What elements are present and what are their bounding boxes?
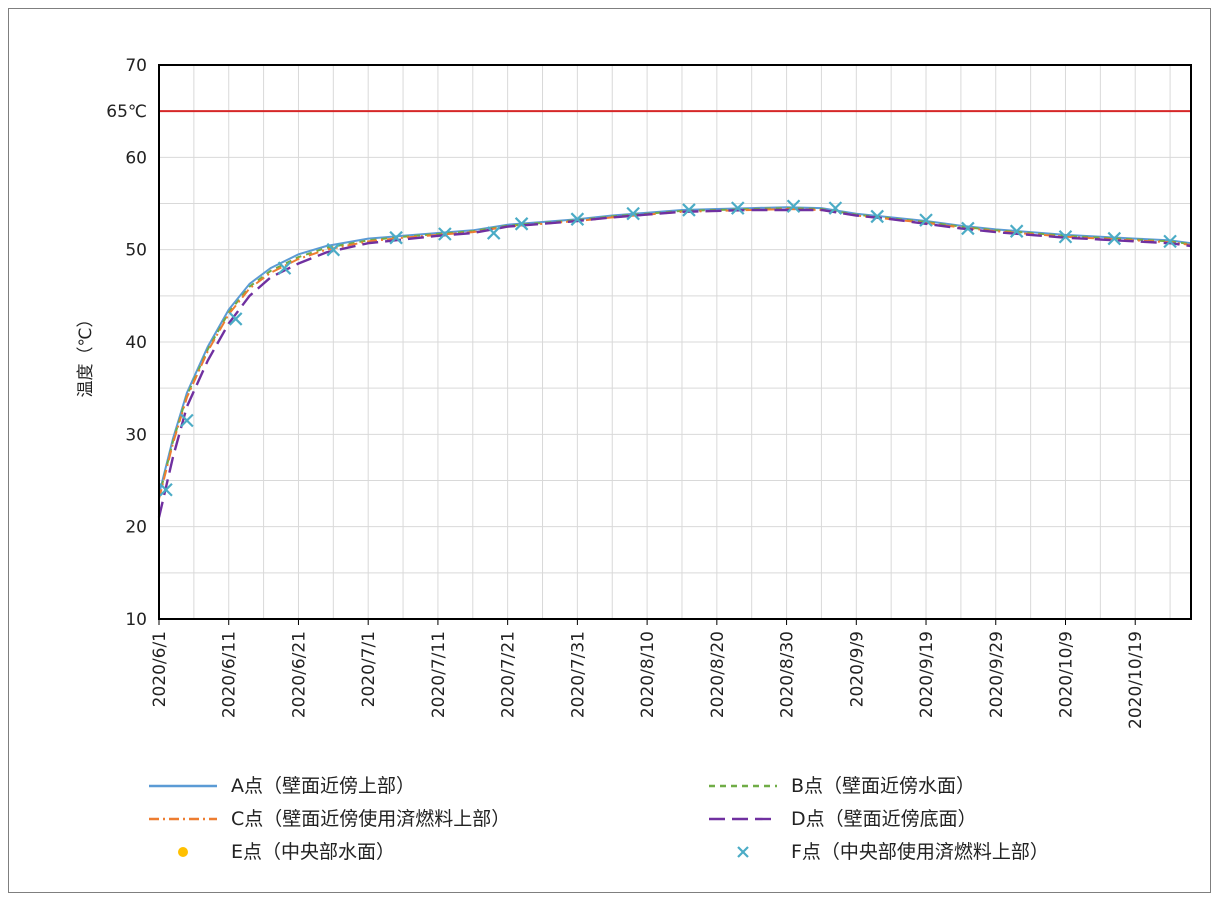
f-marker-point <box>438 227 452 241</box>
x-tick-label: 2020/7/1 <box>359 631 379 707</box>
x-tick-label: 2020/10/19 <box>1126 631 1146 729</box>
x-tick-label: 2020/7/11 <box>429 631 449 718</box>
reference-line-label: 65℃ <box>106 102 147 122</box>
y-axis-label: 温度（℃） <box>76 310 96 397</box>
series-line-0 <box>158 206 1192 495</box>
x-tick-label: 2020/6/21 <box>289 631 309 718</box>
legend-item: B点（壁面近傍水面） <box>709 775 975 797</box>
f-marker-point <box>828 201 843 215</box>
f-marker-point <box>180 413 194 428</box>
x-tick-label: 2020/8/20 <box>708 631 728 718</box>
x-tick-label: 2020/9/19 <box>917 631 937 718</box>
f-marker-point <box>570 212 585 226</box>
legend-item: C点（壁面近傍使用済燃料上部） <box>149 808 510 830</box>
plot-border <box>158 64 1192 620</box>
legend-item: A点（壁面近傍上部） <box>149 775 415 797</box>
svg-text:D点（壁面近傍底面）: D点（壁面近傍底面） <box>791 808 977 830</box>
f-marker-point <box>1009 224 1024 238</box>
series-line-2 <box>158 207 1192 500</box>
f-marker-point <box>486 226 501 240</box>
svg-text:A点（壁面近傍上部）: A点（壁面近傍上部） <box>231 775 415 797</box>
chart-frame: 10 20 30 40 50 60 70 65℃ 2020/6/1 2020/6/11 2020/6… <box>8 8 1211 893</box>
svg-text:C点（壁面近傍使用済燃料上部）: C点（壁面近傍使用済燃料上部） <box>231 808 510 830</box>
f-marker-point <box>228 312 243 326</box>
x-tick-label: 2020/6/11 <box>220 631 240 718</box>
f-marker-point <box>159 482 173 497</box>
f-marker-point <box>786 199 801 214</box>
f-marker-point <box>730 201 745 215</box>
series-line-1 <box>158 207 1192 498</box>
f-marker-point <box>626 206 640 221</box>
legend-item: E点（中央部水面） <box>178 841 395 863</box>
f-marker-point <box>1163 234 1177 249</box>
x-tick-label: 2020/8/10 <box>638 631 658 718</box>
f-marker-point <box>870 209 884 224</box>
legend-item: D点（壁面近傍底面） <box>709 808 977 830</box>
svg-text:F点（中央部使用済燃料上部）: F点（中央部使用済燃料上部） <box>791 841 1049 863</box>
x-tick-label: 2020/7/21 <box>499 631 519 718</box>
y-tick-label: 70 <box>125 56 147 76</box>
x-tick-label: 2020/9/9 <box>847 631 867 707</box>
y-tick-label: 60 <box>125 148 147 168</box>
f-marker-point <box>277 261 292 275</box>
x-tick-label: 2020/8/30 <box>778 631 798 718</box>
f-marker-point <box>1107 231 1122 246</box>
svg-text:E点（中央部水面）: E点（中央部水面） <box>231 841 395 863</box>
series-line-3 <box>157 208 1192 518</box>
f-marker-point <box>961 221 975 236</box>
y-tick-label: 50 <box>125 241 147 261</box>
legend-item: F点（中央部使用済燃料上部） <box>737 841 1049 863</box>
y-tick-label: 30 <box>125 425 147 445</box>
y-tick-label: 40 <box>125 333 147 353</box>
x-tick-label: 2020/7/31 <box>568 631 588 718</box>
f-marker-point <box>389 230 403 245</box>
x-tick-label: 2020/9/29 <box>987 631 1007 718</box>
series-lines <box>157 199 1192 518</box>
svg-text:B点（壁面近傍水面）: B点（壁面近傍水面） <box>791 775 975 797</box>
y-tick-label: 10 <box>125 610 147 630</box>
line-chart: 10 20 30 40 50 60 70 65℃ 2020/6/1 2020/6/11 2020/6… <box>76 56 1192 863</box>
f-marker-point <box>1058 229 1073 244</box>
x-tick-label: 2020/10/9 <box>1056 631 1076 718</box>
legend: A点（壁面近傍上部） B点（壁面近傍水面） C点（壁面近傍使用済燃料上部） D点（壁面… <box>149 775 1049 863</box>
grid <box>158 64 1191 620</box>
f-marker-point <box>682 203 696 217</box>
f-marker-point <box>514 217 529 231</box>
f-marker-point <box>919 213 933 227</box>
f-marker-point <box>326 242 341 257</box>
axes: 10 20 30 40 50 60 70 65℃ 2020/6/1 2020/6/11 2020/6… <box>106 56 1192 729</box>
x-tick-label: 2020/6/1 <box>150 631 170 707</box>
y-tick-label: 20 <box>125 518 147 538</box>
